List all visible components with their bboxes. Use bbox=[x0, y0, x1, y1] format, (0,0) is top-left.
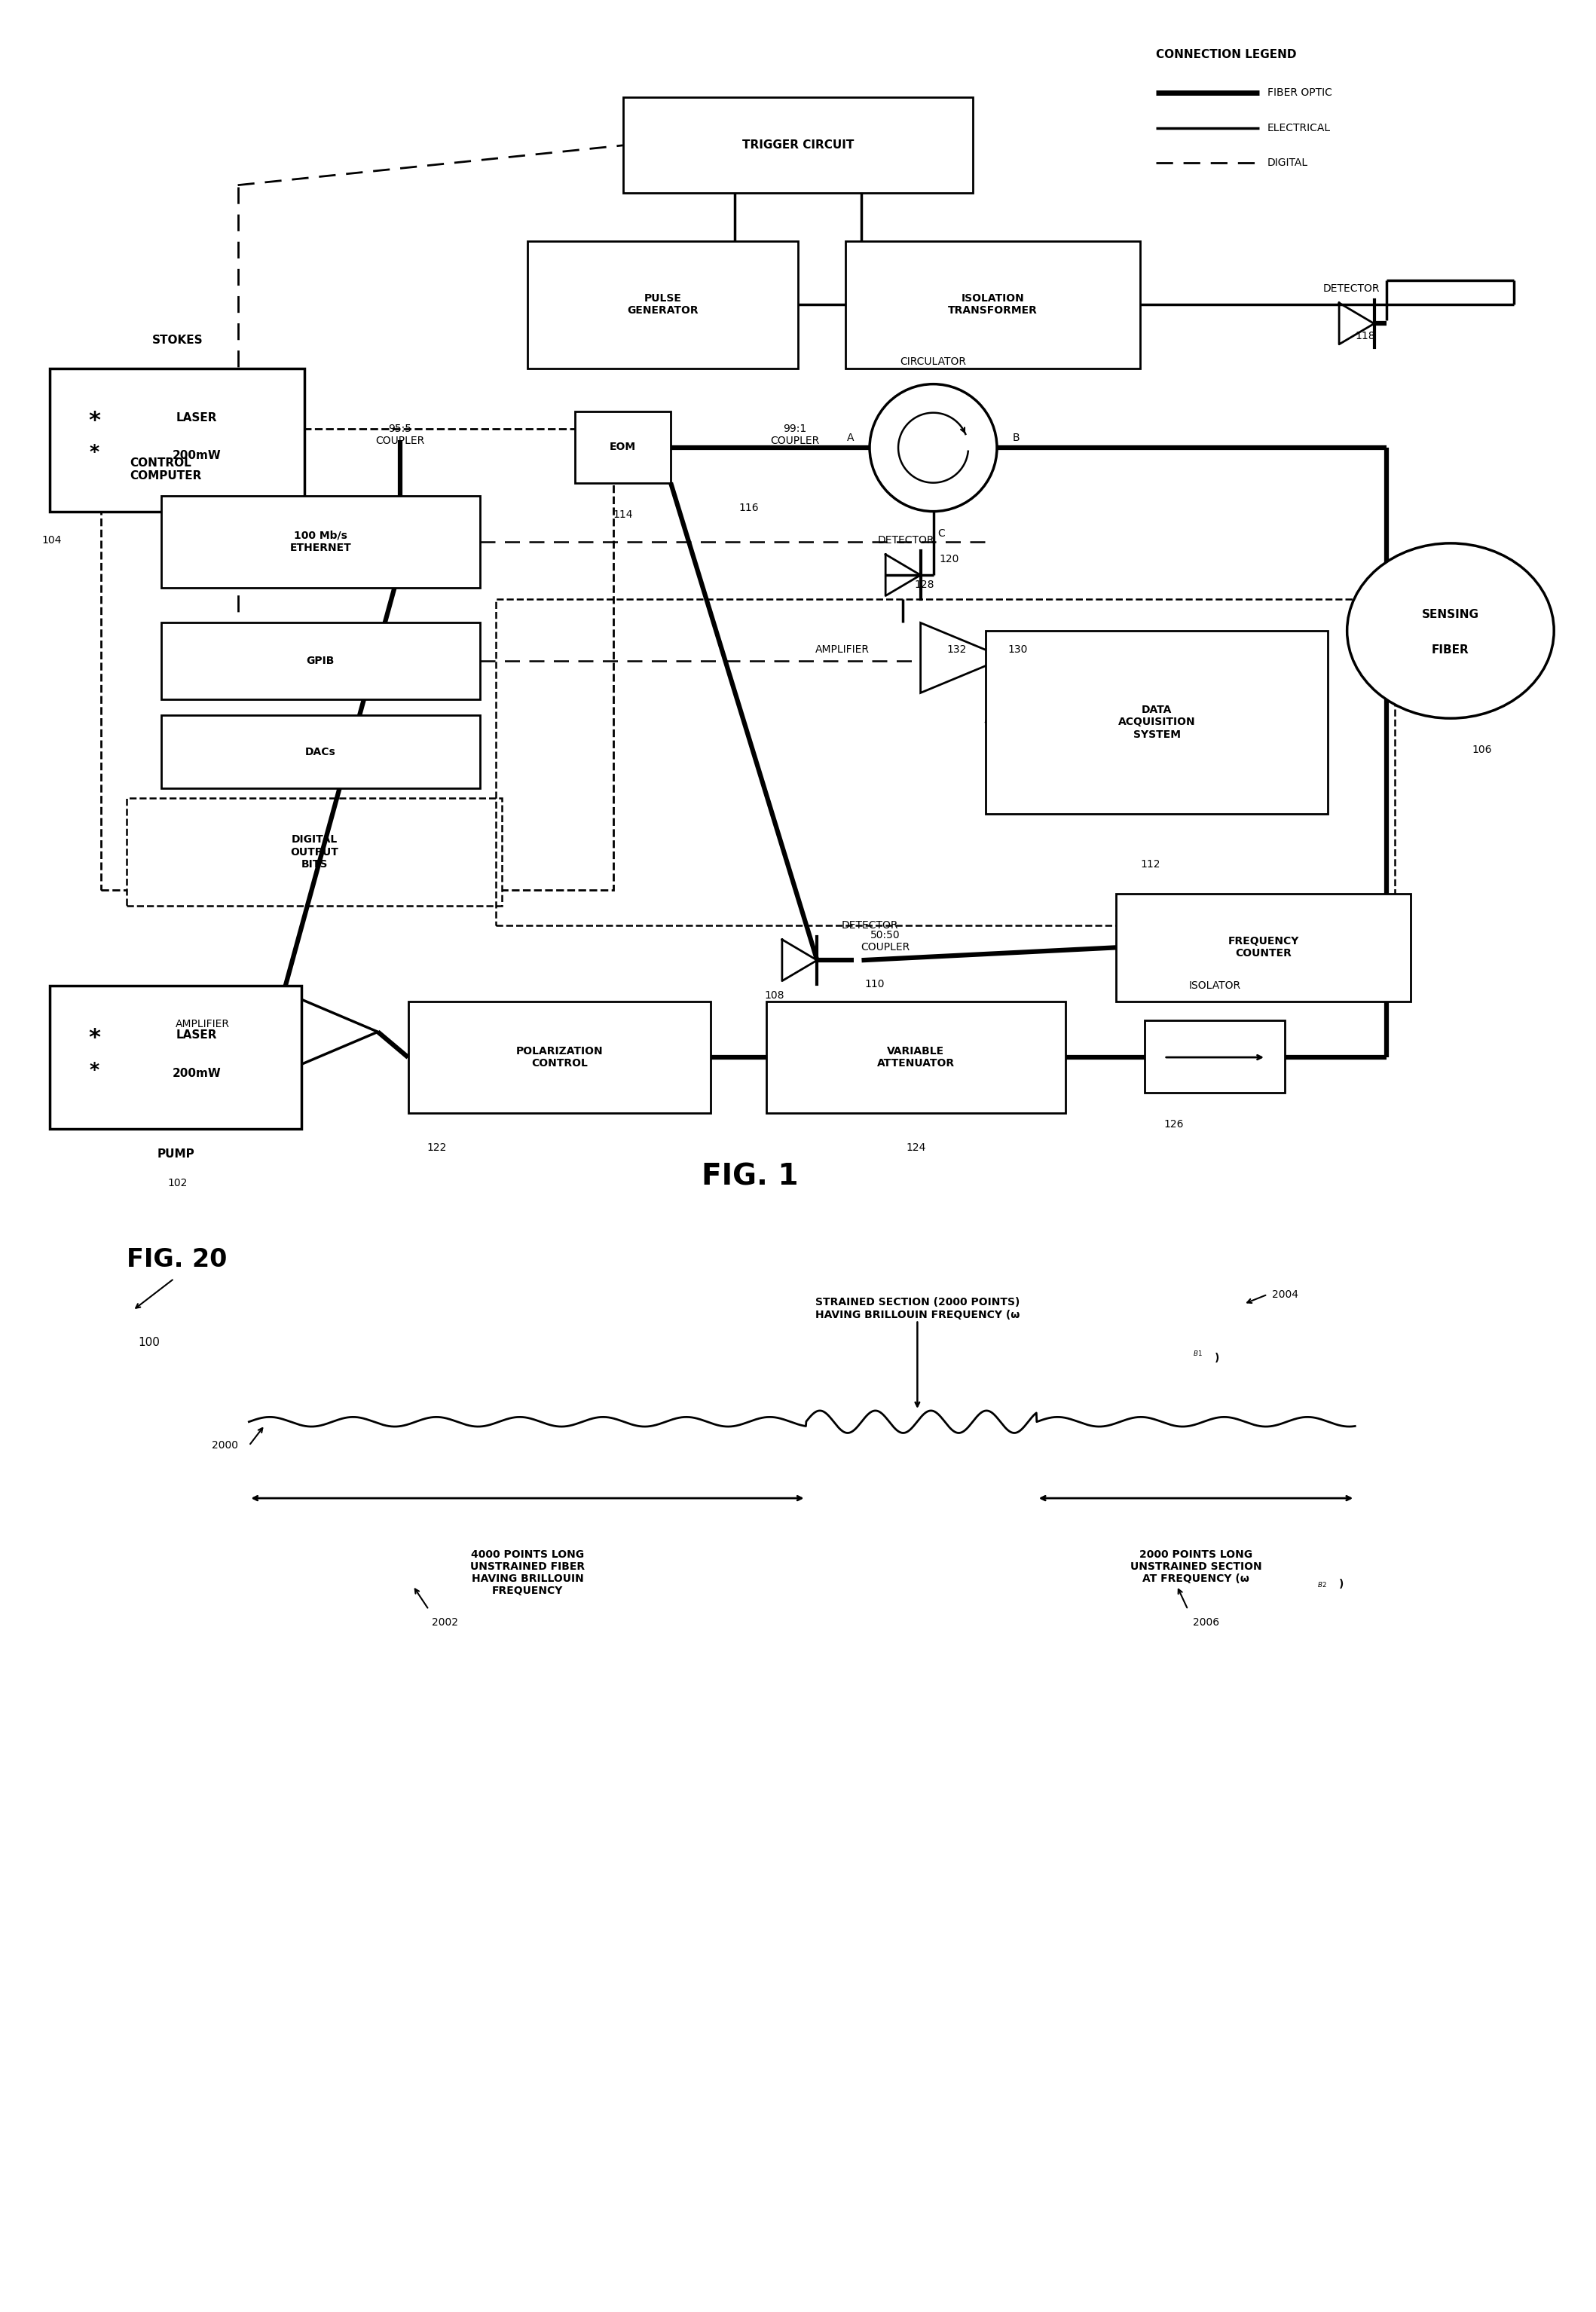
Text: POLARIZATION
CONTROL: POLARIZATION CONTROL bbox=[516, 1045, 603, 1068]
Text: $_{B1}$: $_{B1}$ bbox=[1192, 1348, 1202, 1357]
Text: SENSING: SENSING bbox=[1422, 608, 1479, 620]
Text: 104: 104 bbox=[41, 534, 62, 546]
Text: 112: 112 bbox=[1140, 860, 1160, 869]
Bar bbox=[527, 240, 798, 368]
Bar bbox=[126, 798, 503, 906]
Text: STRAINED SECTION (2000 POINTS)
HAVING BRILLOUIN FREQUENCY (ω: STRAINED SECTION (2000 POINTS) HAVING BR… bbox=[816, 1297, 1020, 1320]
Text: ISOLATION
TRANSFORMER: ISOLATION TRANSFORMER bbox=[948, 294, 1037, 317]
Text: *: * bbox=[88, 409, 101, 432]
Text: PUMP: PUMP bbox=[156, 1149, 195, 1161]
Text: 2006: 2006 bbox=[1192, 1616, 1219, 1628]
Text: C: C bbox=[937, 529, 945, 539]
Text: 4000 POINTS LONG
UNSTRAINED FIBER
HAVING BRILLOUIN
FREQUENCY: 4000 POINTS LONG UNSTRAINED FIBER HAVING… bbox=[471, 1549, 584, 1595]
Text: 2000: 2000 bbox=[211, 1440, 238, 1452]
Bar bbox=[1144, 1020, 1285, 1091]
Text: 132: 132 bbox=[946, 645, 967, 654]
Text: 100 Mb/s
ETHERNET: 100 Mb/s ETHERNET bbox=[290, 529, 351, 553]
Text: 108: 108 bbox=[764, 990, 784, 1001]
Text: DACs: DACs bbox=[305, 747, 335, 756]
Text: 114: 114 bbox=[613, 509, 634, 520]
Text: 120: 120 bbox=[940, 555, 959, 564]
Bar bbox=[49, 985, 302, 1128]
Text: CONTROL
COMPUTER: CONTROL COMPUTER bbox=[129, 458, 201, 481]
Text: 122: 122 bbox=[428, 1142, 447, 1154]
Text: 200mW: 200mW bbox=[172, 1068, 220, 1080]
Text: B: B bbox=[1013, 432, 1020, 444]
Text: 126: 126 bbox=[1163, 1119, 1184, 1131]
Text: TRIGGER CIRCUIT: TRIGGER CIRCUIT bbox=[742, 139, 854, 150]
Polygon shape bbox=[273, 987, 378, 1077]
Text: $_{B2}$: $_{B2}$ bbox=[1317, 1579, 1326, 1588]
Text: DETECTOR: DETECTOR bbox=[1323, 284, 1381, 294]
Text: 106: 106 bbox=[1473, 744, 1492, 756]
Text: GPIB: GPIB bbox=[306, 657, 335, 666]
Ellipse shape bbox=[1347, 543, 1555, 719]
Text: DIGITAL
OUTPUT
BITS: DIGITAL OUTPUT BITS bbox=[290, 835, 338, 869]
Text: 124: 124 bbox=[907, 1142, 926, 1154]
Text: 2002: 2002 bbox=[431, 1616, 458, 1628]
Text: LASER: LASER bbox=[176, 1029, 217, 1040]
Text: DETECTOR: DETECTOR bbox=[878, 534, 935, 546]
Text: 99:1
COUPLER: 99:1 COUPLER bbox=[771, 423, 819, 446]
Circle shape bbox=[870, 384, 998, 511]
Text: 118: 118 bbox=[1355, 331, 1376, 342]
Bar bbox=[1116, 892, 1411, 1001]
Text: *: * bbox=[89, 1061, 99, 1080]
Text: 100: 100 bbox=[137, 1336, 160, 1348]
Bar bbox=[496, 599, 1395, 925]
Text: DIGITAL: DIGITAL bbox=[1267, 157, 1309, 169]
Text: FIG. 1: FIG. 1 bbox=[702, 1163, 798, 1191]
Text: 2004: 2004 bbox=[1272, 1290, 1299, 1299]
Text: DETECTOR: DETECTOR bbox=[841, 920, 899, 929]
Bar bbox=[766, 1001, 1066, 1112]
Text: EOM: EOM bbox=[610, 442, 637, 453]
Bar bbox=[101, 428, 613, 890]
Bar bbox=[409, 1001, 710, 1112]
Bar bbox=[161, 714, 480, 788]
Text: CONNECTION LEGEND: CONNECTION LEGEND bbox=[1156, 49, 1296, 60]
Text: FREQUENCY
COUNTER: FREQUENCY COUNTER bbox=[1227, 936, 1299, 959]
Text: ELECTRICAL: ELECTRICAL bbox=[1267, 123, 1331, 134]
Text: FIBER: FIBER bbox=[1432, 645, 1470, 657]
Text: LASER: LASER bbox=[176, 412, 217, 423]
Text: 102: 102 bbox=[168, 1177, 188, 1188]
Text: 128: 128 bbox=[915, 580, 934, 590]
Text: 116: 116 bbox=[739, 504, 760, 513]
Text: VARIABLE
ATTENUATOR: VARIABLE ATTENUATOR bbox=[876, 1045, 954, 1068]
Text: 200mW: 200mW bbox=[172, 451, 220, 462]
Bar bbox=[49, 368, 305, 511]
Text: *: * bbox=[88, 1027, 101, 1050]
Text: FIG. 20: FIG. 20 bbox=[126, 1246, 227, 1272]
Bar bbox=[161, 622, 480, 698]
Text: 95:5
COUPLER: 95:5 COUPLER bbox=[375, 423, 425, 446]
Text: AMPLIFIER: AMPLIFIER bbox=[816, 645, 870, 654]
Text: PULSE
GENERATOR: PULSE GENERATOR bbox=[627, 294, 699, 317]
Text: FIBER OPTIC: FIBER OPTIC bbox=[1267, 88, 1333, 97]
Bar bbox=[575, 412, 670, 483]
Bar bbox=[986, 631, 1328, 814]
Text: ISOLATOR: ISOLATOR bbox=[1189, 980, 1242, 992]
Bar bbox=[846, 240, 1140, 368]
Text: 2000 POINTS LONG
UNSTRAINED SECTION
AT FREQUENCY (ω: 2000 POINTS LONG UNSTRAINED SECTION AT F… bbox=[1130, 1549, 1262, 1584]
Text: *: * bbox=[89, 444, 99, 462]
Text: 130: 130 bbox=[1009, 645, 1028, 654]
Text: CIRCULATOR: CIRCULATOR bbox=[900, 356, 967, 368]
Text: 110: 110 bbox=[865, 978, 884, 990]
Polygon shape bbox=[921, 622, 1005, 694]
Text: ): ) bbox=[1339, 1579, 1344, 1588]
Text: AMPLIFIER: AMPLIFIER bbox=[176, 1020, 230, 1029]
Text: STOKES: STOKES bbox=[152, 335, 203, 347]
Text: DATA
ACQUISITION
SYSTEM: DATA ACQUISITION SYSTEM bbox=[1119, 705, 1195, 740]
Bar bbox=[622, 97, 974, 194]
Text: ): ) bbox=[1215, 1353, 1219, 1362]
Bar bbox=[161, 495, 480, 587]
Text: 50:50
COUPLER: 50:50 COUPLER bbox=[860, 929, 910, 953]
Text: A: A bbox=[846, 432, 854, 444]
